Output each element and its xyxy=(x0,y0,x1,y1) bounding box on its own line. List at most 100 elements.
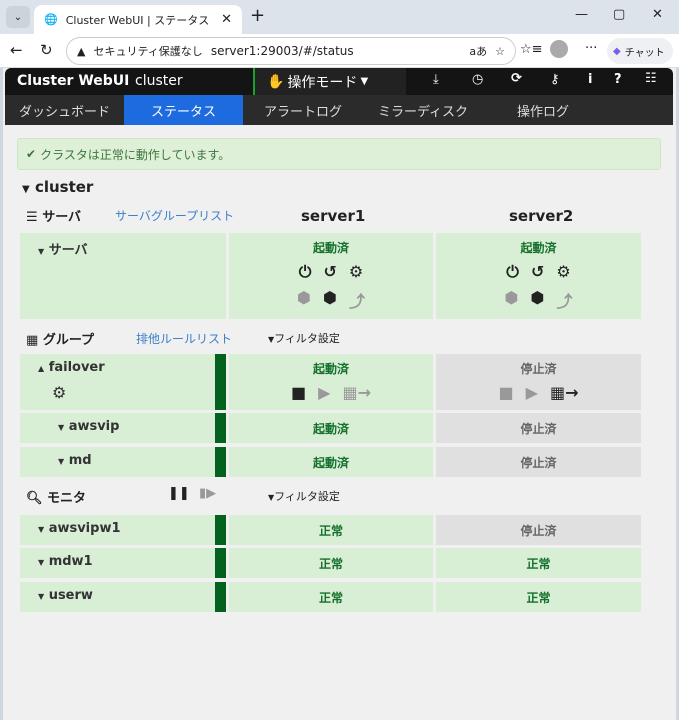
maximize-icon[interactable]: ▢ xyxy=(613,7,626,22)
status-text: 起動済 xyxy=(520,241,557,255)
hand-icon: ✋ xyxy=(267,73,285,90)
resource-name-md[interactable]: ▼ md xyxy=(20,447,215,477)
server-group-list-link[interactable]: サーバグループリスト xyxy=(115,209,235,223)
search-icon: 🔍︎ xyxy=(26,491,43,506)
tab-dashboard[interactable]: ダッシュボード xyxy=(18,104,110,120)
close-window-icon[interactable]: ✕ xyxy=(652,7,663,22)
list-menu-icon[interactable]: ☷ xyxy=(645,71,657,86)
read-aloud-icon[interactable]: aあ xyxy=(469,45,488,58)
help-icon[interactable]: ? xyxy=(614,72,622,87)
filter-label: フィルタ設定 xyxy=(274,332,340,345)
group-filter-toggle[interactable]: ▼フィルタ設定 xyxy=(268,332,340,345)
stop-icon[interactable]: ■ xyxy=(291,383,307,402)
filter-label: フィルタ設定 xyxy=(274,490,340,503)
server1-status-cell: 起動済 ⏻ ↺ ⚙ ⬢ ⬢ ⤴ xyxy=(229,233,433,319)
tab-status[interactable]: ステータス xyxy=(124,95,243,125)
cluster-heading[interactable]: ▼ cluster xyxy=(22,178,93,196)
group-failover-server1-status: 起動済 ■ ▶ ▦→ xyxy=(229,354,433,410)
resource-awsvip-server1-status: 起動済 xyxy=(229,413,433,443)
more-icon[interactable]: ··· xyxy=(585,41,598,56)
status-bar xyxy=(215,515,226,545)
check-circle-icon: ✔ xyxy=(26,147,37,161)
nav-tabs: ダッシュボード ステータス アラートログ ミラーディスク 操作ログ xyxy=(5,95,673,125)
refresh-icon[interactable]: ⟳ xyxy=(511,71,522,86)
cluster-name: cluster xyxy=(135,73,183,89)
shutdown-icon[interactable]: ⏻ xyxy=(298,262,312,281)
status-text: 正常 xyxy=(318,590,343,605)
monitor-name-mdw1[interactable]: ▼ mdw1 xyxy=(20,548,215,578)
info-icon[interactable]: i xyxy=(588,72,593,87)
caret-down-icon: ▼ xyxy=(38,592,45,601)
close-tab-icon[interactable]: ✕ xyxy=(221,12,232,27)
groups-header: ▦ グループ xyxy=(26,329,94,348)
caret-down-icon: ▼ xyxy=(22,184,30,195)
resource-name-awsvip[interactable]: ▼ awsvip xyxy=(20,413,215,443)
monitor-userw-server2-status: 正常 xyxy=(436,582,641,612)
servers-row-text: サーバ xyxy=(48,243,88,258)
reboot-icon[interactable]: ↺ xyxy=(323,262,337,281)
server-icon: ☰ xyxy=(26,210,38,225)
monitor-filter-toggle[interactable]: ▼フィルタ設定 xyxy=(268,490,340,503)
group-name: failover xyxy=(48,360,105,375)
caret-up-icon: ▲ xyxy=(38,364,45,373)
server2-status-cell: 起動済 ⏻ ↺ ⚙ ⬢ ⬢ ⤴ xyxy=(436,233,641,319)
status-bar xyxy=(215,447,226,477)
tab-list-icon[interactable]: ⌄ xyxy=(6,6,30,28)
move-group-icon: ▦→ xyxy=(342,383,371,402)
status-text: 起動済 xyxy=(312,421,349,436)
status-text: 停止済 xyxy=(520,421,557,436)
group-name-failover[interactable]: ▲ failover ⚙ xyxy=(20,354,215,410)
status-text: 停止済 xyxy=(520,362,557,376)
pause-icon[interactable]: ❚❚ xyxy=(168,486,190,501)
tab-mirror-disk[interactable]: ミラーディスク xyxy=(377,104,469,120)
gear-icon[interactable]: ⚙ xyxy=(556,262,571,281)
tab-title: Cluster WebUI | ステータス xyxy=(65,13,210,27)
status-text: 正常 xyxy=(526,590,551,605)
resource-awsvip-server2-status: 停止済 xyxy=(436,413,641,443)
reboot-icon[interactable]: ↺ xyxy=(530,262,545,281)
resource-md-server2-status: 停止済 xyxy=(436,447,641,477)
resource-name: awsvip xyxy=(68,419,120,434)
browser-tab[interactable]: 🌐 Cluster WebUI | ステータス ✕ xyxy=(34,5,242,34)
gear-icon[interactable]: ⚙ xyxy=(52,383,67,402)
resource-name: md xyxy=(68,453,92,468)
servers-row-label[interactable]: ▼ サーバ xyxy=(20,233,226,319)
new-tab-icon[interactable]: + xyxy=(250,5,266,26)
back-icon[interactable]: ← xyxy=(10,41,23,59)
move-group-icon[interactable]: ▦→ xyxy=(549,383,579,402)
packages-icon[interactable]: ⬢ xyxy=(322,288,337,307)
shutdown-icon[interactable]: ⏻ xyxy=(506,262,519,281)
minimize-icon[interactable]: — xyxy=(575,7,588,22)
status-bar xyxy=(215,413,226,443)
tab-alert-log[interactable]: アラートログ xyxy=(263,104,342,120)
tab-operation-log[interactable]: 操作ログ xyxy=(516,104,569,120)
operation-mode-dropdown[interactable]: ✋ 操作モード ▼ xyxy=(253,68,406,95)
download-icon[interactable]: ⤓ xyxy=(433,72,439,87)
caret-down-icon: ▼ xyxy=(58,457,65,466)
status-bar xyxy=(215,354,226,410)
up-arrow-icon: ⤴ xyxy=(348,292,365,311)
clock-icon[interactable]: ◷ xyxy=(472,72,484,87)
key-icon[interactable]: ⚷ xyxy=(550,72,560,87)
gear-icon[interactable]: ⚙ xyxy=(348,262,364,281)
address-bar[interactable]: ▲ セキュリティ保護なし server1:29003/#/status aあ ☆ xyxy=(66,37,516,65)
cluster-heading-label: cluster xyxy=(34,178,94,196)
status-bar xyxy=(215,582,226,612)
browser-tab-bar: ⌄ 🌐 Cluster WebUI | ステータス ✕ + — ▢ ✕ xyxy=(0,0,679,34)
monitor-userw-server1-status: 正常 xyxy=(229,582,433,612)
copilot-chat-button[interactable]: ◆ チャット xyxy=(607,38,673,64)
reload-icon[interactable]: ↻ xyxy=(40,41,53,59)
package-move-icon: ⬢ xyxy=(297,288,311,307)
status-bar xyxy=(215,548,226,578)
app-title: Cluster WebUI xyxy=(17,73,130,89)
favorites-icon[interactable]: ☆≡ xyxy=(520,42,543,57)
monitor-name-userw[interactable]: ▼ userw xyxy=(20,582,215,612)
copilot-icon: ◆ xyxy=(613,45,621,57)
profile-avatar[interactable] xyxy=(550,40,568,58)
favorite-star-icon[interactable]: ☆ xyxy=(495,44,505,58)
servers-label: サーバ xyxy=(42,210,82,225)
url-text[interactable]: server1:29003/#/status xyxy=(210,44,354,58)
packages-icon[interactable]: ⬢ xyxy=(530,288,545,307)
exclusive-rule-list-link[interactable]: 排他ルールリスト xyxy=(136,332,233,346)
monitor-name-awsvipw1[interactable]: ▼ awsvipw1 xyxy=(20,515,215,545)
